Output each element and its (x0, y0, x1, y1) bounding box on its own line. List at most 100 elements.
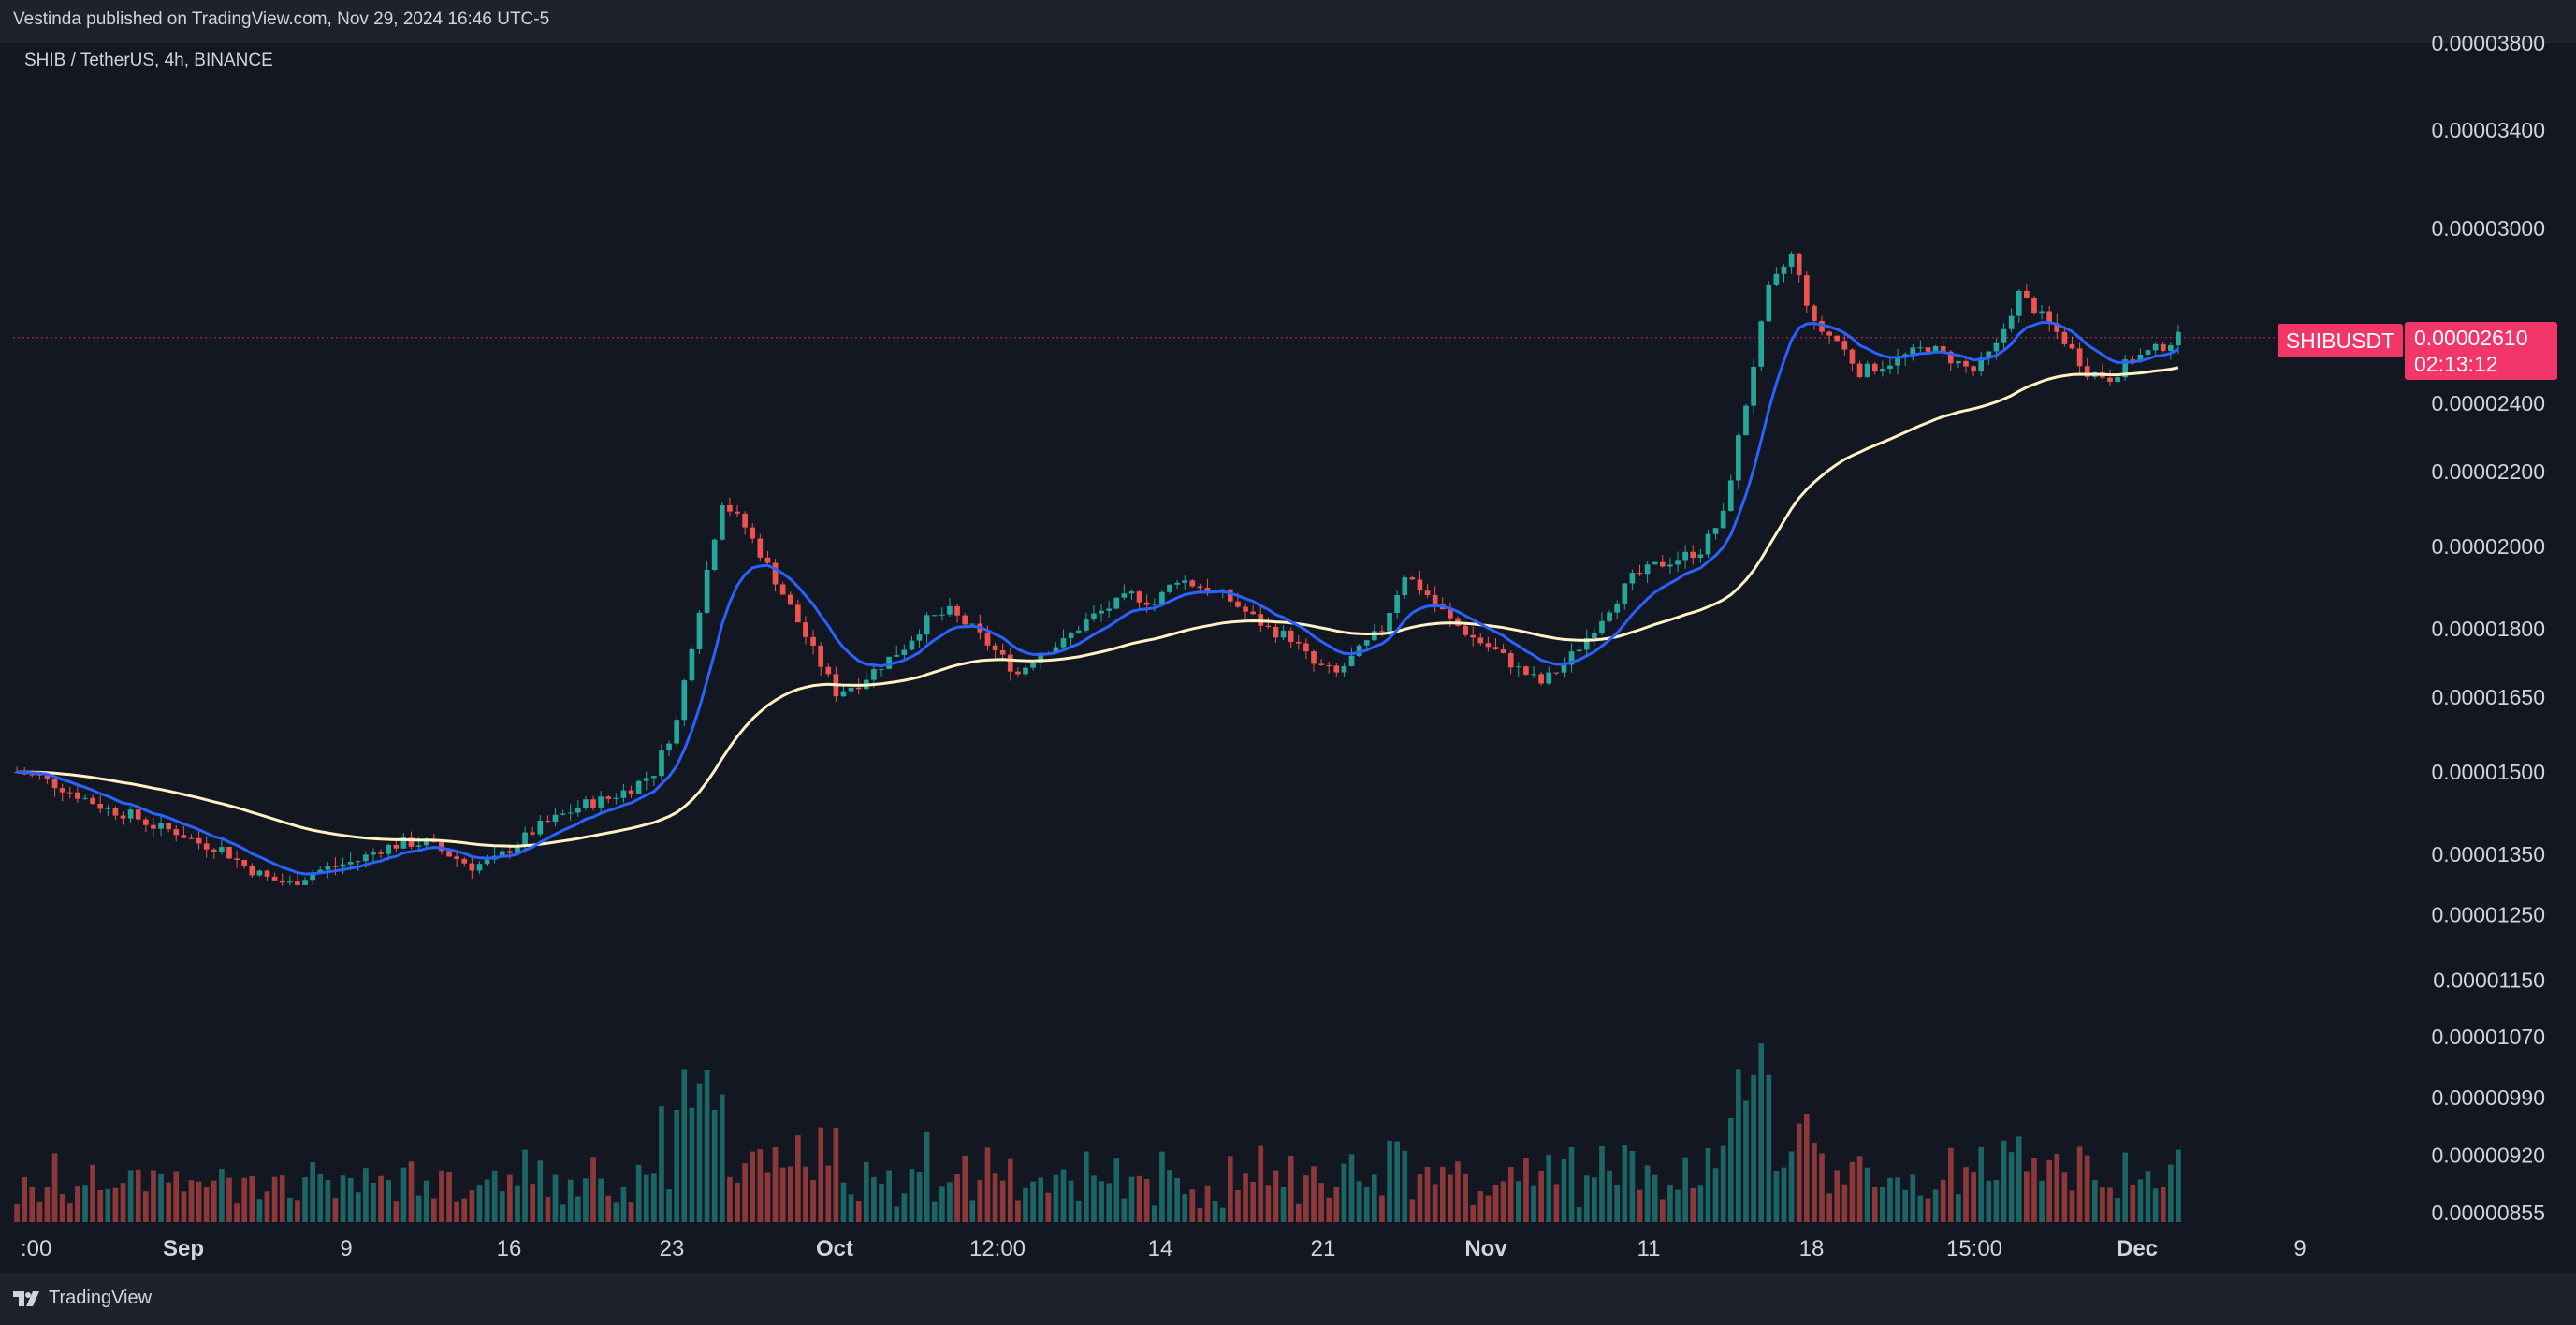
candle-body (620, 790, 627, 798)
volume-bar (1622, 1145, 1628, 1222)
x-tick-label: Oct (816, 1236, 853, 1261)
volume-bar (886, 1170, 892, 1222)
candle-body (211, 849, 217, 853)
candle-body (1084, 619, 1089, 631)
volume-bar (1258, 1145, 1264, 1222)
x-tick-label: 23 (660, 1236, 685, 1261)
candle-body (939, 614, 945, 616)
candle-body (14, 771, 20, 773)
volume-bar (59, 1194, 65, 1222)
volume-bar (1500, 1181, 1506, 1222)
candle-body (1659, 561, 1666, 567)
candle-body (1819, 320, 1825, 332)
candle-body (999, 649, 1006, 655)
volume-bar (1235, 1190, 1241, 1222)
candle-body (787, 594, 793, 605)
volume-bar (51, 1153, 58, 1222)
volume-bar (696, 1083, 703, 1222)
volume-bar (651, 1173, 657, 1222)
volume-bar (325, 1179, 331, 1222)
candle-body (750, 527, 756, 539)
y-tick-label: 0.00001650 (2431, 685, 2545, 709)
candle-body (347, 861, 354, 865)
volume-bar (1348, 1154, 1355, 1222)
candle-body (1849, 349, 1856, 364)
candle-body (1204, 588, 1211, 593)
candle-body (1940, 346, 1946, 352)
candle-body (454, 856, 459, 859)
symbol-legend[interactable]: SHIB / TetherUS, 4h, BINANCE (24, 51, 273, 70)
volume-bar (112, 1187, 119, 1222)
volume-bar (1917, 1195, 1924, 1222)
volume-bar (1675, 1189, 1681, 1222)
volume-bar (909, 1169, 915, 1222)
volume-bar (2031, 1157, 2037, 1222)
candle-body (1675, 560, 1681, 565)
x-tick-label: 11 (1637, 1236, 1661, 1261)
candle-body (1159, 591, 1165, 604)
volume-bar (605, 1195, 612, 1222)
volume-bar (507, 1174, 513, 1222)
candle-body (1227, 589, 1233, 602)
candle-body (727, 504, 733, 512)
candle-body (916, 634, 923, 641)
candle-body (598, 796, 604, 808)
volume-bar (1507, 1167, 1514, 1222)
candle-body (1143, 602, 1150, 605)
bottom-bar (0, 1273, 2576, 1325)
candle-body (1910, 347, 1916, 355)
candle-body (271, 876, 278, 881)
candle-body (757, 538, 764, 558)
y-tick-label: 0.00001350 (2431, 842, 2545, 866)
volume-bar (2100, 1187, 2105, 1222)
last-price-label: 0.00002610 02:13:12 (2405, 322, 2557, 380)
volume-bar (947, 1182, 953, 1222)
volume-bar (393, 1201, 400, 1222)
candle-body (855, 687, 862, 690)
volume-bar (1053, 1174, 1059, 1222)
volume-bar (1781, 1167, 1787, 1222)
x-tick-label: 14 (1148, 1236, 1173, 1261)
volume-bar (1788, 1151, 1795, 1222)
candle-body (1075, 630, 1082, 633)
volume-bar (1159, 1151, 1165, 1222)
candle-body (158, 823, 164, 829)
candle-body (1174, 582, 1180, 585)
brand[interactable]: TradingView (13, 1288, 152, 1309)
volume-bar (1682, 1157, 1688, 1222)
candle-body (1871, 363, 1878, 372)
volume-bar (166, 1182, 171, 1222)
candle-body (1803, 275, 1810, 306)
candle-body (166, 823, 171, 830)
volume-bar (575, 1196, 581, 1222)
volume-bar (1644, 1165, 1651, 1222)
candle-body (764, 557, 771, 563)
candle-body (810, 636, 816, 646)
candle-body (51, 779, 58, 789)
candle-body (1629, 573, 1636, 584)
candle-body (537, 820, 544, 835)
volume-bar (271, 1176, 278, 1222)
volume-bar (1659, 1199, 1666, 1222)
tradingview-logo-icon (13, 1290, 39, 1306)
volume-bar (1204, 1185, 1211, 1222)
volume-bar (916, 1172, 923, 1222)
volume-bar (264, 1191, 270, 1222)
volume-bar (454, 1201, 459, 1222)
candle-body (515, 845, 520, 853)
volume-bar (795, 1135, 801, 1222)
volume-bar (1986, 1180, 1992, 1222)
candle-body (1121, 593, 1128, 598)
volume-bar (142, 1191, 149, 1222)
volume-bar (158, 1173, 164, 1222)
candle-body (635, 780, 642, 794)
volume-bar (2107, 1187, 2113, 1222)
volume-bar (127, 1170, 134, 1222)
candle-body (818, 645, 824, 667)
volume-bar (931, 1201, 938, 1222)
volume-bar (1273, 1170, 1279, 1222)
candle-body (1743, 405, 1749, 436)
chart-frame[interactable] (13, 43, 2565, 1273)
volume-bar (719, 1094, 725, 1222)
